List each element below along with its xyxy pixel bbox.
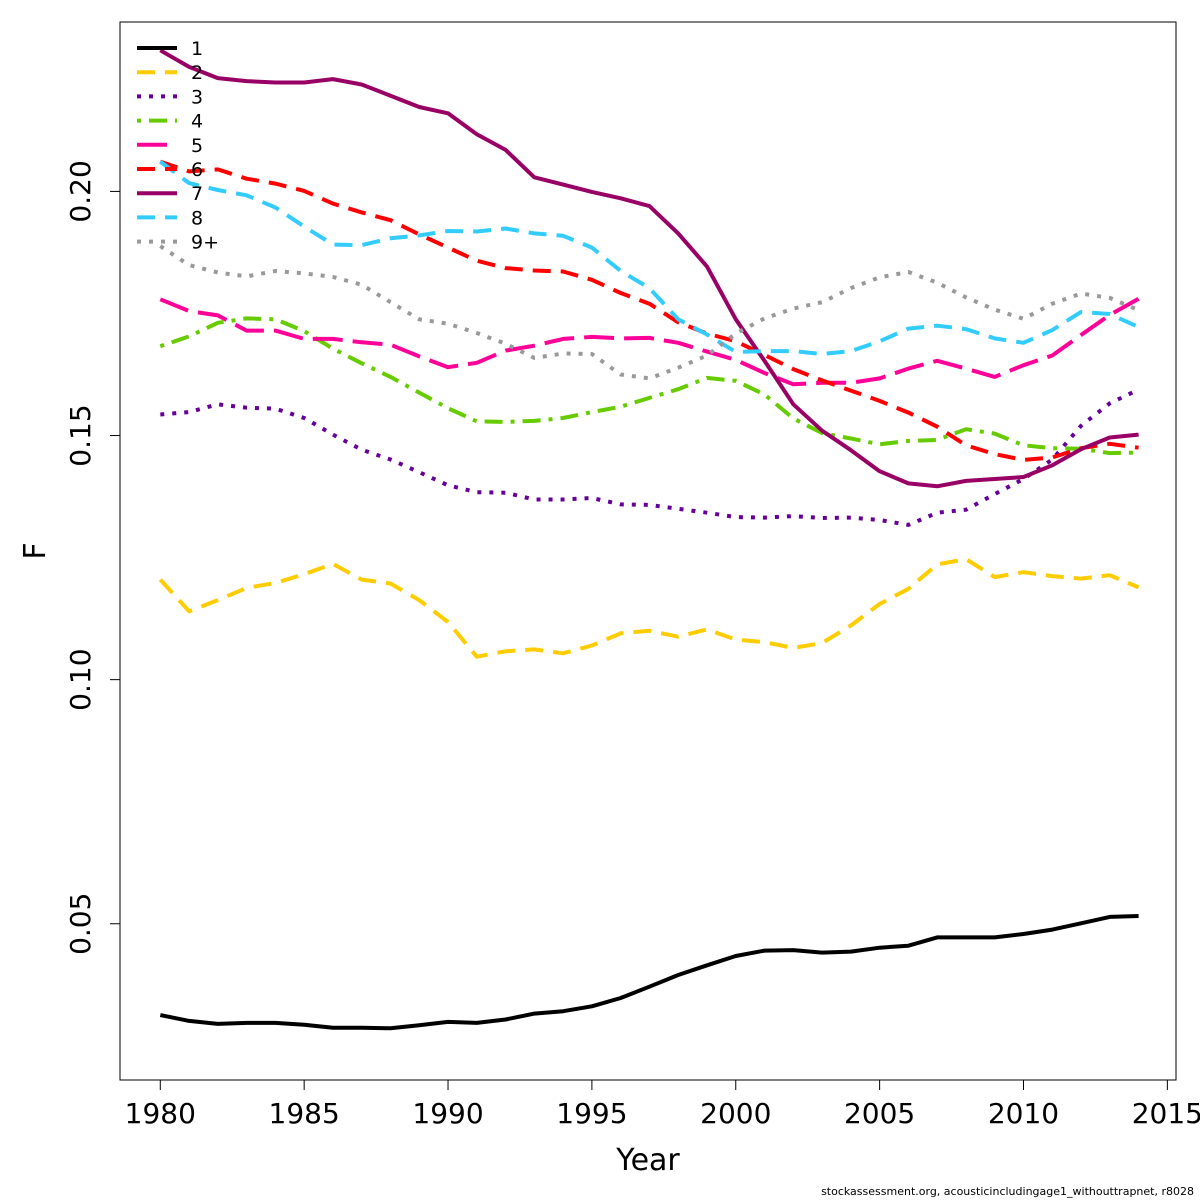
series-line-9plus <box>159 244 1140 381</box>
plot-frame <box>119 21 1177 1081</box>
y-axis: 0.05 0.10 0.15 0.20 <box>64 160 121 955</box>
y-tick-label: 0.05 <box>64 893 97 955</box>
legend-label-5: 5 <box>191 135 203 157</box>
y-tick-label: 0.15 <box>64 404 97 466</box>
series-layer <box>158 48 1140 1031</box>
legend-label-1: 1 <box>191 38 203 60</box>
y-axis-title: F <box>18 542 53 559</box>
series-line-2 <box>158 557 1140 659</box>
series-line-8 <box>159 159 1140 356</box>
x-tick-label: 2015 <box>1132 1097 1200 1130</box>
x-tick-label: 2005 <box>844 1097 915 1130</box>
series-line-6 <box>159 159 1139 462</box>
legend-label-2: 2 <box>191 62 203 84</box>
x-tick-label: 1995 <box>556 1097 627 1130</box>
legend-label-3: 3 <box>191 86 203 108</box>
series-line-4 <box>159 316 1139 456</box>
legend-label-7: 7 <box>191 183 203 205</box>
legend-label-8: 8 <box>191 207 203 229</box>
x-tick-label: 2000 <box>700 1097 771 1130</box>
x-axis: 1980 1985 1990 1995 2000 2005 2010 2015 <box>125 1079 1200 1130</box>
x-tick-label: 2010 <box>988 1097 1059 1130</box>
series-line-1 <box>159 914 1139 1031</box>
y-tick-label: 0.20 <box>64 160 97 222</box>
legend-label-9plus: 9+ <box>191 232 219 254</box>
x-tick-label: 1980 <box>125 1097 196 1130</box>
series-line-7 <box>159 48 1139 489</box>
series-line-5 <box>159 297 1140 387</box>
x-tick-label: 1985 <box>269 1097 340 1130</box>
x-tick-label: 1990 <box>412 1097 483 1130</box>
y-tick-label: 0.10 <box>64 648 97 710</box>
x-axis-title: Year <box>615 1143 680 1178</box>
series-line-3 <box>160 387 1140 527</box>
legend-label-6: 6 <box>191 159 203 181</box>
footer-credit: stockassessment.org, acousticincludingag… <box>821 1185 1194 1198</box>
legend-label-4: 4 <box>191 111 203 133</box>
